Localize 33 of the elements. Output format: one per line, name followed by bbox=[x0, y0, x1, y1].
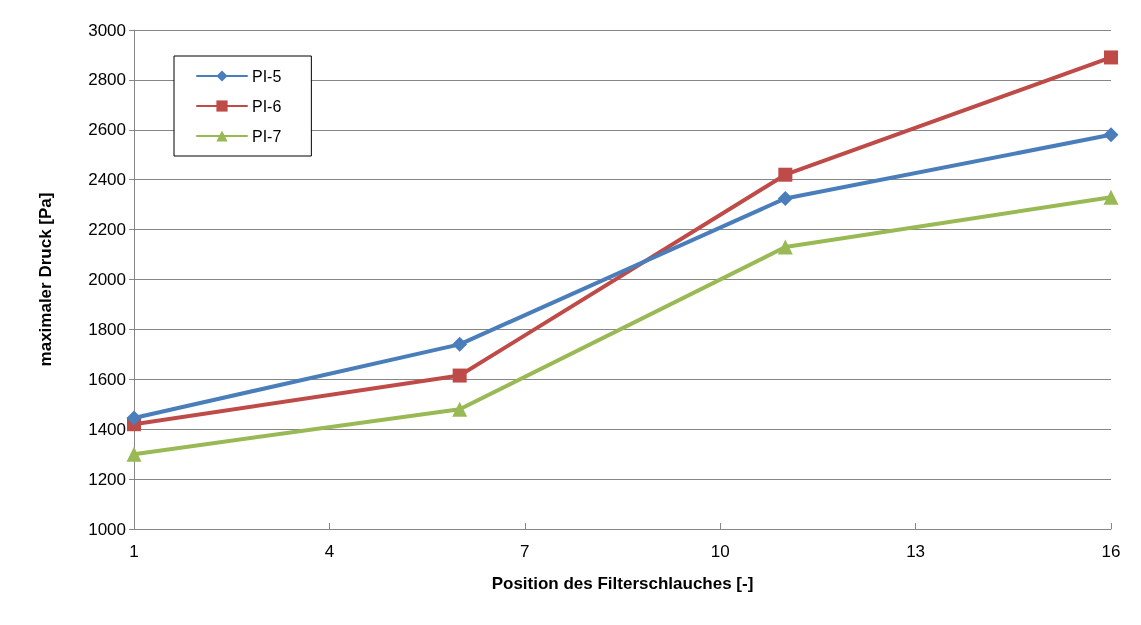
point bbox=[1104, 50, 1118, 65]
point bbox=[777, 190, 793, 206]
point bbox=[126, 446, 142, 462]
y-tick-label: 1000 bbox=[88, 519, 126, 539]
x-tick-label: 13 bbox=[906, 542, 926, 561]
x-axis-title: Position des Filterschlauches [-] bbox=[491, 574, 754, 593]
y-tick-label: 3000 bbox=[88, 20, 126, 40]
y-tick-label: 1400 bbox=[88, 419, 126, 439]
x-tick-label: 10 bbox=[710, 542, 730, 561]
point bbox=[126, 410, 142, 426]
x-tick-label: 4 bbox=[324, 542, 335, 561]
point bbox=[1103, 189, 1119, 205]
y-tick-label: 2400 bbox=[88, 170, 126, 190]
y-axis-title: maximaler Druck [Pa] bbox=[36, 192, 55, 367]
x-tick-label: 16 bbox=[1101, 542, 1121, 561]
point bbox=[452, 336, 468, 352]
y-tick-label: 2200 bbox=[88, 220, 126, 240]
x-tick-label: 1 bbox=[129, 542, 139, 561]
y-tick-label: 1800 bbox=[88, 319, 126, 339]
y-tick-label: 2600 bbox=[88, 120, 126, 140]
x-tick-label: 7 bbox=[520, 542, 530, 561]
legend-label: PI-6 bbox=[252, 97, 282, 115]
point bbox=[452, 401, 468, 417]
y-tick-label: 1200 bbox=[88, 469, 126, 489]
y-tick-label: 2000 bbox=[88, 270, 126, 289]
point bbox=[452, 368, 467, 383]
point bbox=[1103, 127, 1119, 143]
y-tick-label: 1600 bbox=[88, 369, 126, 389]
point bbox=[777, 239, 793, 255]
y-tick-label: 2800 bbox=[88, 70, 126, 90]
legend-label: PI-5 bbox=[252, 67, 282, 85]
point bbox=[778, 167, 793, 182]
legend-label: PI-7 bbox=[252, 127, 282, 145]
